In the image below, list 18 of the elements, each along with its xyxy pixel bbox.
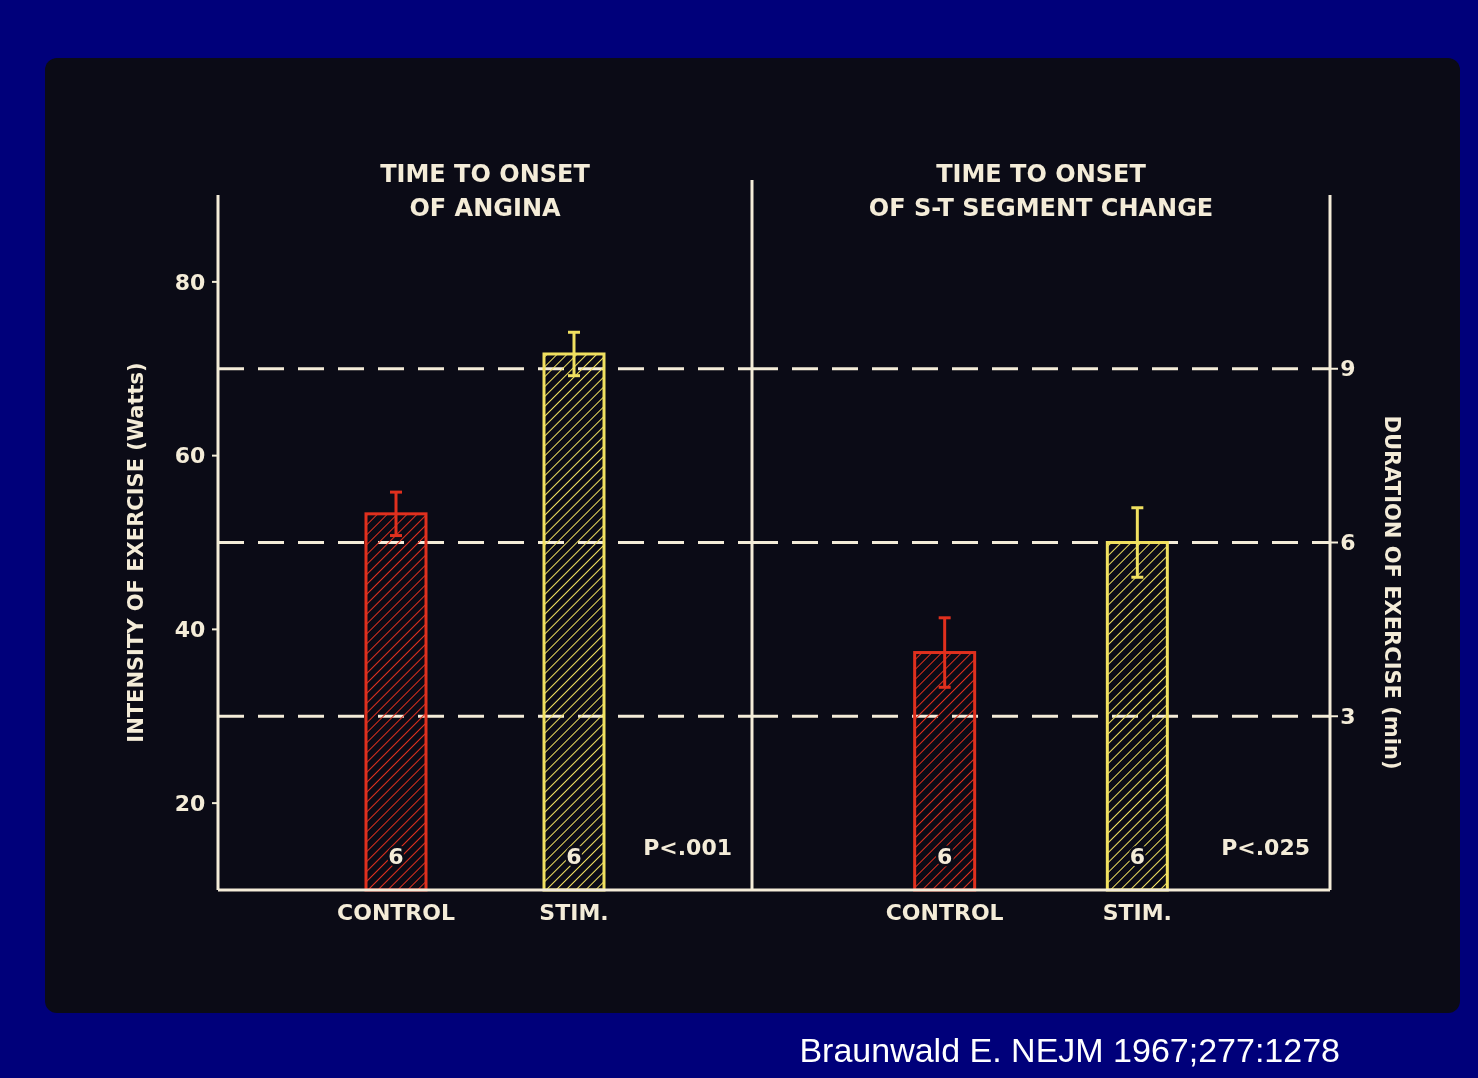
x-tick-label: CONTROL bbox=[337, 900, 455, 925]
y2-tick-label: 9 bbox=[1340, 356, 1356, 382]
y2-tick-label: 3 bbox=[1340, 703, 1356, 729]
chart-title: TIME TO ONSET OF ANGINA bbox=[380, 160, 591, 222]
text: Braunwald E. NEJM 1967;277:1278 bbox=[799, 1031, 1340, 1069]
y-tick-label: 40 bbox=[174, 617, 206, 643]
y-tick-label: 60 bbox=[174, 443, 206, 469]
y-axis-title: INTENSITY OF EXERCISE (Watts) bbox=[124, 362, 148, 743]
y-tick-label: 80 bbox=[174, 269, 206, 295]
y2-tick-label: 6 bbox=[1340, 530, 1356, 556]
x-tick-label: STIM. bbox=[1102, 900, 1172, 925]
x-tick-label: CONTROL bbox=[885, 900, 1004, 925]
annotation: P<.025 bbox=[1221, 835, 1310, 860]
chart-title: TIME TO ONSET OF S-T SEGMENT CHANGE bbox=[868, 160, 1214, 222]
x-tick-label: STIM. bbox=[539, 900, 609, 925]
y-tick-label: 20 bbox=[174, 790, 206, 816]
annotation: P<.001 bbox=[643, 835, 732, 860]
y2-axis-title: DURATION OF EXERCISE (min) bbox=[1380, 415, 1404, 770]
